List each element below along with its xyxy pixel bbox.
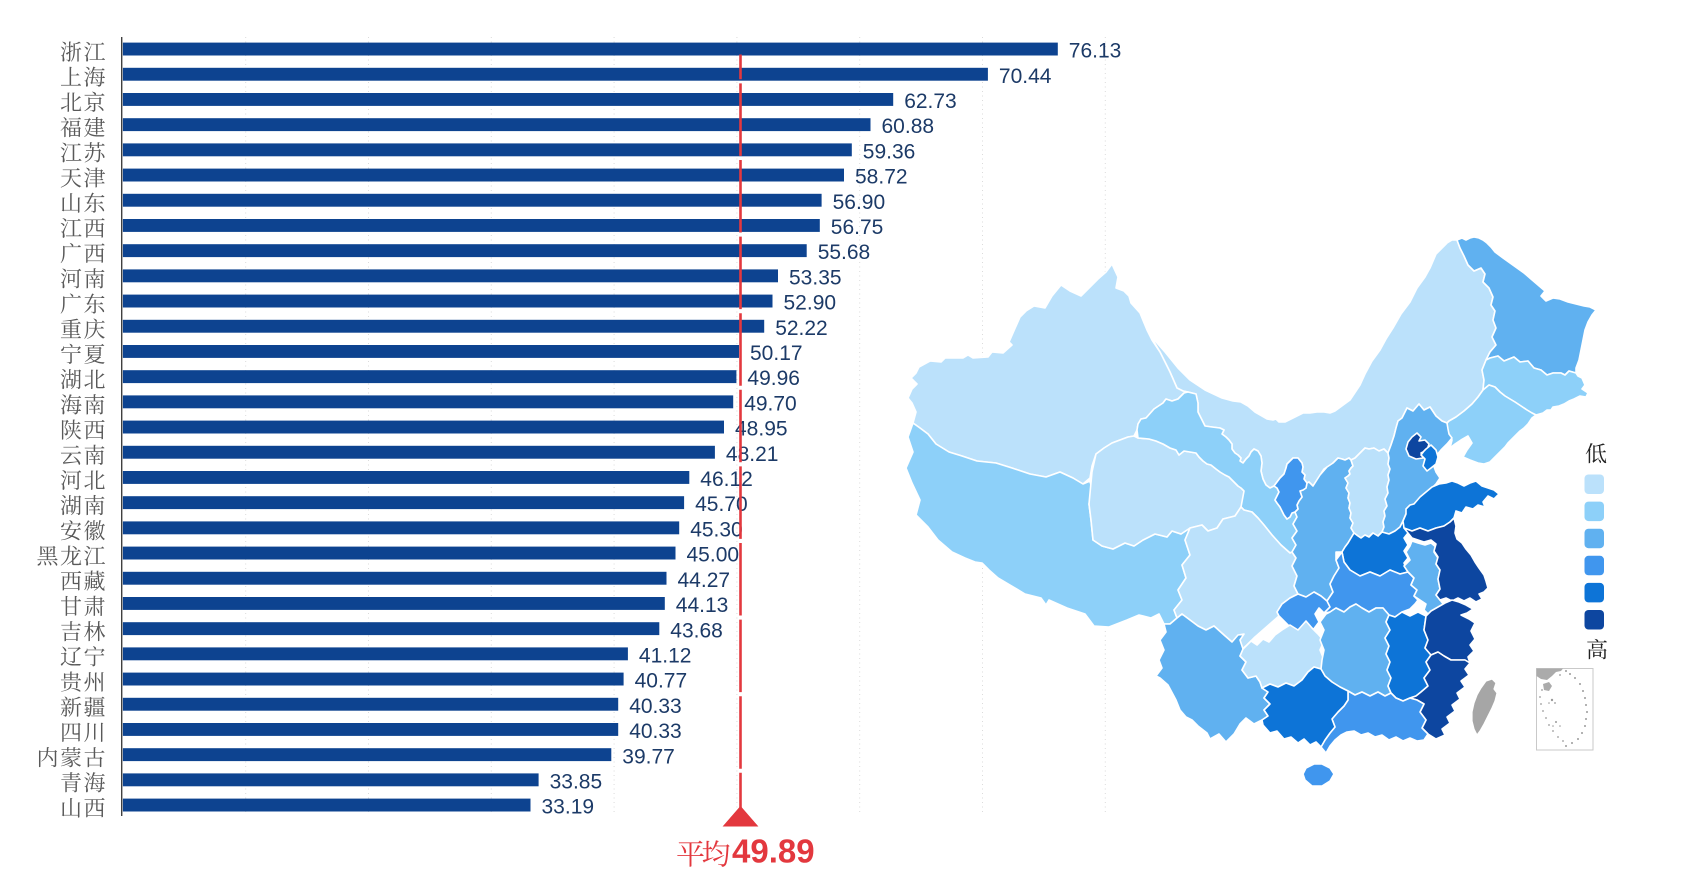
svg-text:39.77: 39.77: [622, 745, 675, 768]
svg-text:33.85: 33.85: [550, 771, 603, 794]
svg-text:70.44: 70.44: [999, 65, 1052, 88]
svg-text:49.96: 49.96: [747, 367, 800, 390]
svg-text:52.22: 52.22: [775, 317, 828, 340]
svg-text:52.90: 52.90: [784, 292, 837, 315]
svg-text:56.90: 56.90: [833, 191, 886, 214]
svg-text:45.00: 45.00: [687, 544, 740, 567]
svg-text:60.88: 60.88: [882, 115, 935, 138]
svg-text:59.36: 59.36: [863, 140, 916, 163]
svg-text:44.27: 44.27: [678, 569, 731, 592]
svg-text:76.13: 76.13: [1069, 40, 1122, 63]
svg-text:33.19: 33.19: [542, 796, 595, 819]
svg-text:40.33: 40.33: [629, 720, 682, 743]
svg-text:46.12: 46.12: [700, 468, 753, 491]
svg-text:58.72: 58.72: [855, 166, 908, 189]
svg-text:50.17: 50.17: [750, 342, 803, 365]
svg-text:44.13: 44.13: [676, 594, 729, 617]
svg-text:56.75: 56.75: [831, 216, 884, 239]
svg-text:48.21: 48.21: [726, 443, 779, 466]
svg-text:43.68: 43.68: [670, 619, 723, 642]
svg-text:45.70: 45.70: [695, 493, 748, 516]
svg-text:55.68: 55.68: [818, 241, 871, 264]
svg-text:41.12: 41.12: [639, 645, 692, 668]
svg-text:49.89: 49.89: [732, 833, 815, 870]
svg-text:49.70: 49.70: [744, 393, 797, 416]
svg-text:62.73: 62.73: [904, 90, 957, 113]
svg-text:53.35: 53.35: [789, 266, 842, 289]
svg-text:40.77: 40.77: [635, 670, 688, 693]
svg-text:48.95: 48.95: [735, 418, 788, 441]
svg-text:40.33: 40.33: [629, 695, 682, 718]
svg-text:45.30: 45.30: [690, 519, 743, 542]
